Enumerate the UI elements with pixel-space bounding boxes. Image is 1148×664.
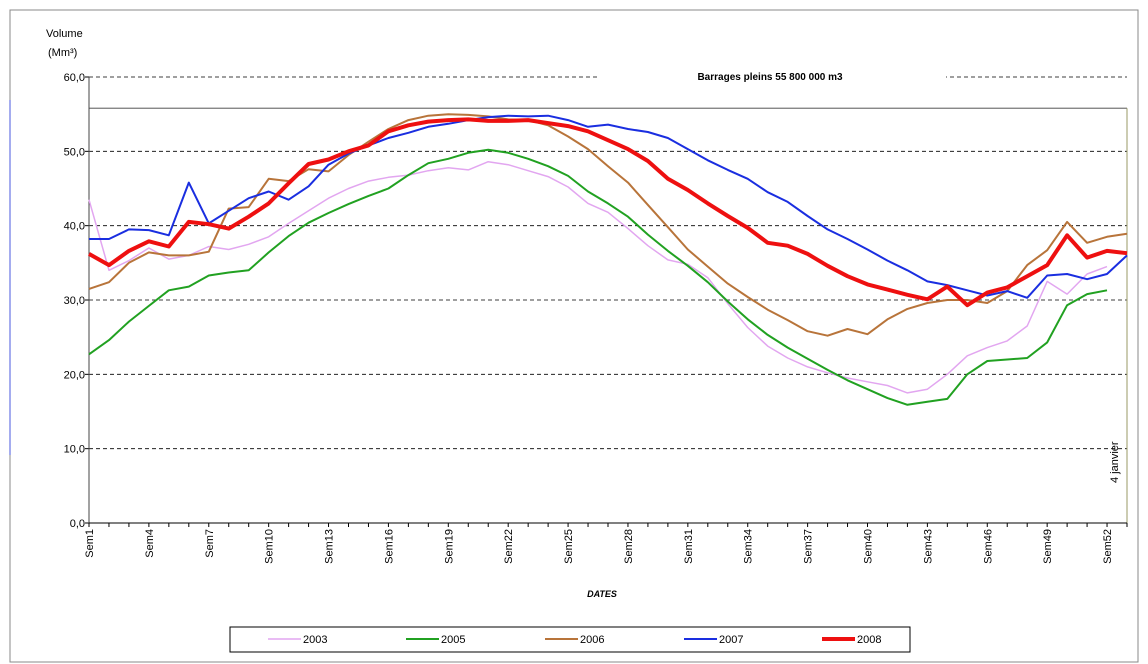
y-tick-label: 50,0: [64, 146, 85, 158]
legend-label: 2003: [303, 634, 327, 646]
full-level-label: Barrages pleins 55 800 000 m3: [697, 72, 843, 83]
series-line: [88, 160, 1108, 394]
series-line: [88, 148, 1108, 406]
x-tick-label: Sem1: [84, 529, 96, 558]
series-line: [89, 114, 1128, 299]
x-tick-label: Sem46: [982, 529, 994, 564]
x-tick-label: Sem4: [144, 529, 156, 558]
legend-label: 2008: [857, 634, 881, 646]
x-tick-label: Sem31: [683, 529, 695, 564]
x-tick-label: Sem16: [383, 529, 395, 564]
y-tick-label: 0,0: [70, 518, 85, 530]
x-tick-label: Sem7: [204, 529, 216, 558]
x-tick-label: Sem49: [1042, 529, 1054, 564]
series-line: [88, 113, 1128, 337]
series-line: [88, 117, 1128, 308]
x-tick-label: Sem28: [623, 529, 635, 564]
x-axis-title: DATES: [587, 589, 617, 599]
y-tick-label: 10,0: [64, 444, 85, 456]
legend: 2003 2005 2006 2007 2008: [268, 634, 881, 646]
x-tick-label: Sem40: [863, 529, 875, 564]
legend-label: 2005: [441, 634, 465, 646]
end-label: 4 janvier: [1109, 441, 1121, 483]
x-tick-label: Sem43: [922, 529, 934, 564]
legend-label: 2006: [580, 634, 604, 646]
y-tick-label: 40,0: [64, 221, 85, 233]
y-axis-unit: (Mm³): [48, 47, 77, 59]
x-tick-label: Sem34: [743, 529, 755, 564]
x-tick-label: Sem37: [803, 529, 815, 564]
x-tick-label: Sem25: [563, 529, 575, 564]
x-tick-label: Sem22: [503, 529, 515, 564]
y-tick-label: 20,0: [64, 369, 85, 381]
y-axis-title: Volume: [46, 28, 83, 40]
annotation-bg: [598, 70, 946, 84]
x-tick-label: Sem13: [324, 529, 336, 564]
x-tick-label: Sem10: [264, 529, 276, 564]
x-tick-label: Sem52: [1102, 529, 1114, 564]
y-tick-label: 30,0: [64, 295, 85, 307]
y-tick-label: 60,0: [64, 72, 85, 84]
x-tick-label: Sem19: [443, 529, 455, 564]
legend-label: 2007: [719, 634, 743, 646]
